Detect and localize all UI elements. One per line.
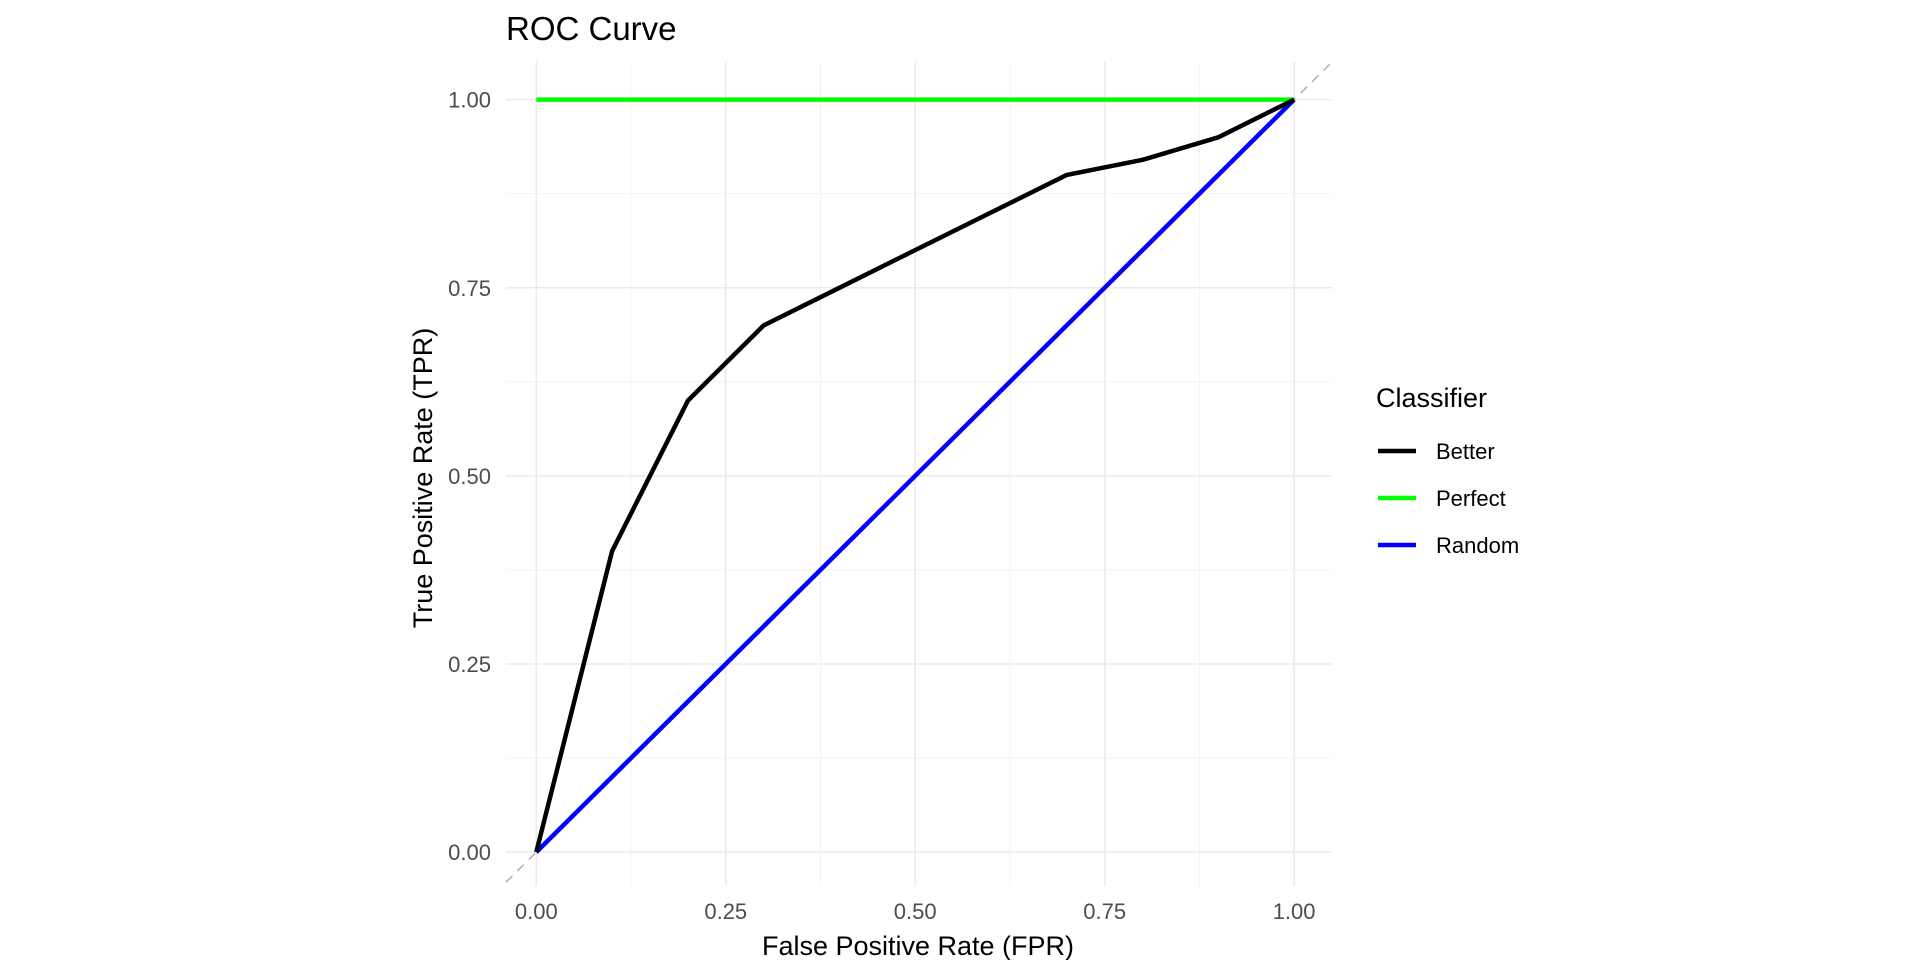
y-tick-label: 0.25: [448, 652, 491, 677]
y-axis-title: True Positive Rate (TPR): [408, 328, 438, 629]
chart-title: ROC Curve: [506, 10, 677, 47]
legend-label-random: Random: [1436, 533, 1519, 558]
y-axis-ticks: 0.00 0.25 0.50 0.75 1.00: [448, 88, 491, 866]
x-tick-label: 0.00: [515, 899, 558, 924]
legend: Classifier Better Perfect Random: [1376, 383, 1519, 558]
x-tick-label: 0.50: [894, 899, 937, 924]
legend-label-better: Better: [1436, 439, 1495, 464]
x-tick-label: 0.75: [1083, 899, 1126, 924]
legend-title: Classifier: [1376, 383, 1487, 413]
y-tick-label: 0.75: [448, 276, 491, 301]
y-tick-label: 0.00: [448, 840, 491, 865]
x-axis-title: False Positive Rate (FPR): [762, 931, 1074, 960]
x-tick-label: 0.25: [704, 899, 747, 924]
y-tick-label: 0.50: [448, 464, 491, 489]
x-axis-ticks: 0.00 0.25 0.50 0.75 1.00: [515, 899, 1316, 924]
legend-items: Better Perfect Random: [1378, 439, 1519, 558]
series-line-random: [534, 98, 1296, 854]
series-layer: [534, 97, 1296, 854]
series-line-better: [534, 97, 1296, 853]
legend-label-perfect: Perfect: [1436, 486, 1506, 511]
y-tick-label: 1.00: [448, 88, 491, 113]
x-tick-label: 1.00: [1273, 899, 1316, 924]
